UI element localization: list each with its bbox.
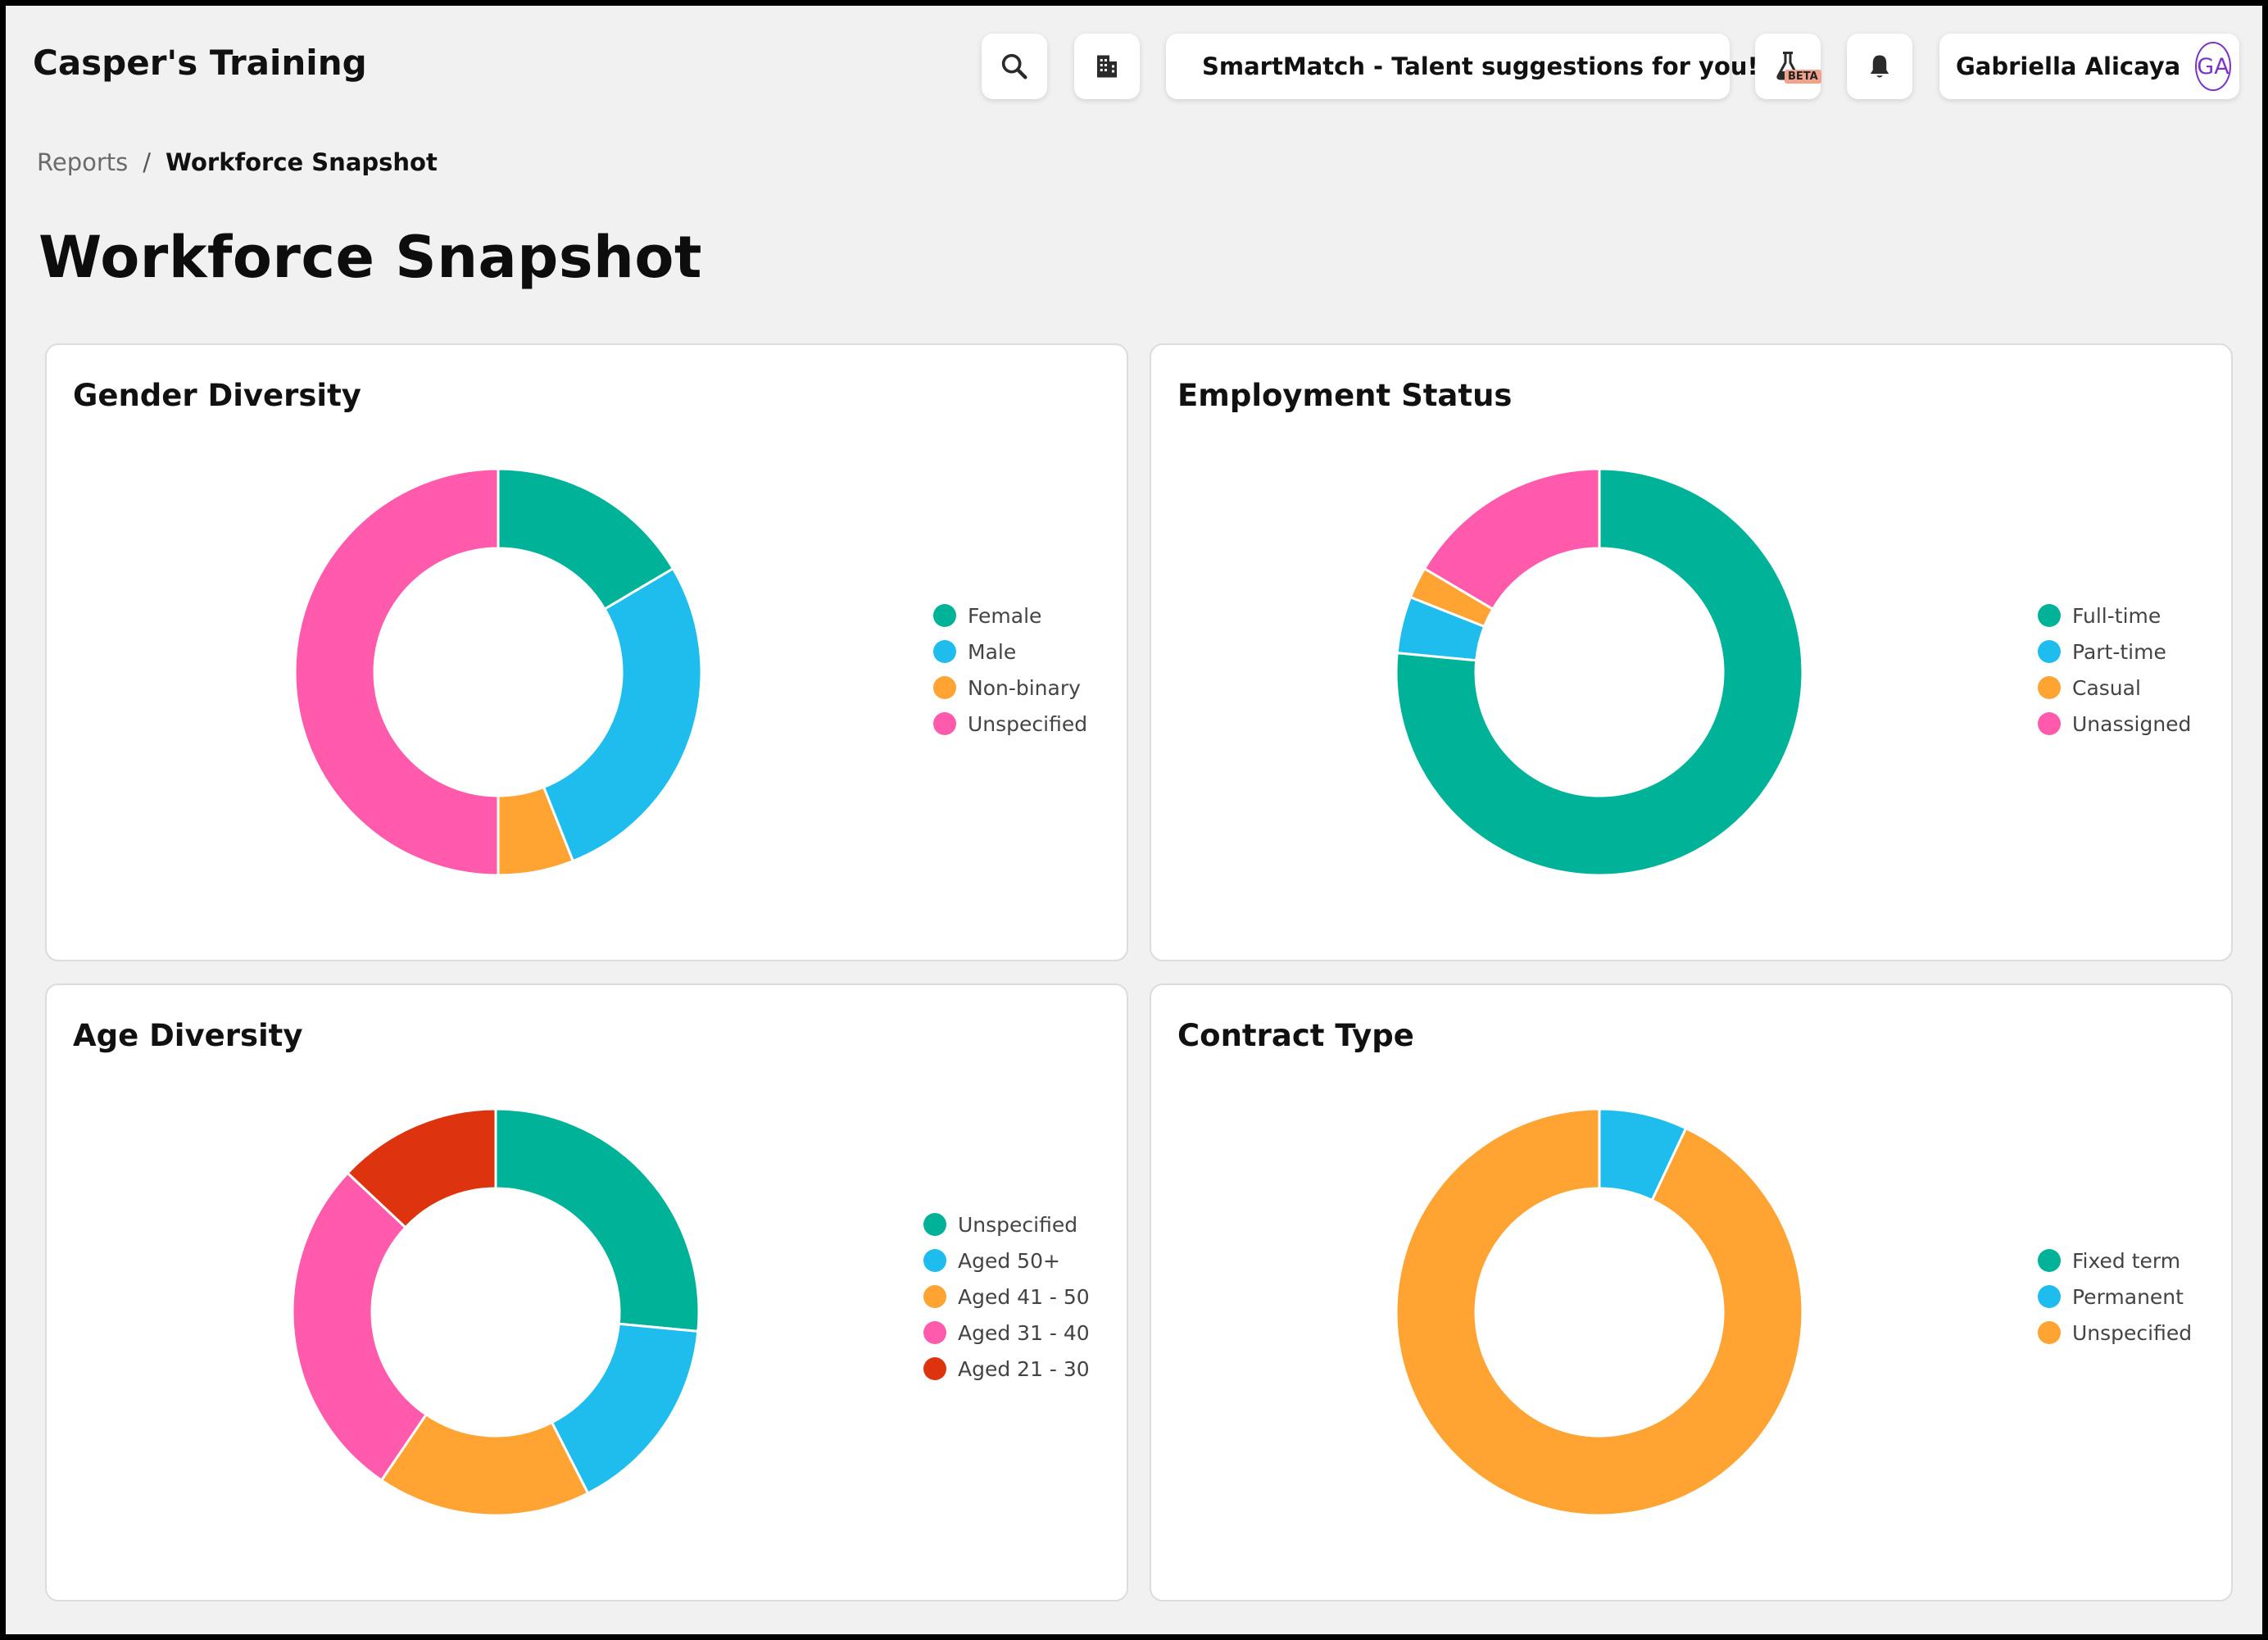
- legend-item-male[interactable]: Male: [933, 634, 1087, 670]
- chart-legend: Unspecified Aged 50+ Aged 41 - 50 Aged 31 -…: [923, 1206, 1090, 1387]
- legend-item-part-time[interactable]: Part-time: [2038, 634, 2191, 670]
- slice-male[interactable]: [542, 566, 703, 863]
- legend-item-aged-41-50[interactable]: Aged 41 - 50: [923, 1279, 1090, 1315]
- beta-labs-button[interactable]: BETA: [1755, 34, 1821, 99]
- breadcrumb-link-reports[interactable]: Reports: [37, 148, 129, 176]
- legend-item-aged-50[interactable]: Aged 50+: [923, 1242, 1090, 1279]
- legend-item-permanent[interactable]: Permanent: [2038, 1279, 2192, 1315]
- chart-legend: Full-time Part-time Casual Unassigned: [2038, 597, 2191, 742]
- card-title: Age Diversity: [73, 1018, 303, 1053]
- legend-item-unspecified[interactable]: Unspecified: [933, 706, 1087, 742]
- legend-label: Permanent: [2072, 1284, 2184, 1309]
- legend-label: Aged 21 - 30: [958, 1356, 1090, 1381]
- legend-swatch: [933, 604, 956, 627]
- legend-item-non-binary[interactable]: Non-binary: [933, 670, 1087, 706]
- avatar: GA: [2195, 42, 2231, 91]
- slice-unassigned[interactable]: [1422, 467, 1601, 611]
- legend-item-unspecified[interactable]: Unspecified: [2038, 1315, 2192, 1351]
- user-name: Gabriella Alicaya: [1956, 52, 2181, 80]
- employment-status-donut: [1395, 467, 1804, 877]
- card-title: Gender Diversity: [73, 378, 361, 413]
- card-title: Contract Type: [1177, 1018, 1414, 1053]
- legend-item-casual[interactable]: Casual: [2038, 670, 2191, 706]
- legend-label: Full-time: [2072, 603, 2161, 628]
- legend-swatch: [923, 1357, 946, 1380]
- age-diversity-donut: [291, 1107, 701, 1517]
- legend-label: Unspecified: [2072, 1320, 2193, 1345]
- legend-swatch: [2038, 1321, 2061, 1344]
- breadcrumb-current: Workforce Snapshot: [166, 148, 438, 176]
- legend-swatch: [2038, 676, 2061, 699]
- slice-unspecified[interactable]: [1395, 1107, 1804, 1517]
- legend-label: Female: [968, 603, 1042, 628]
- bell-icon: [1870, 55, 1889, 78]
- app-title: Casper's Training: [33, 43, 367, 83]
- legend-label: Aged 41 - 50: [958, 1284, 1090, 1309]
- employment-status-card: Employment Status Full-time Part-time Casu…: [1150, 343, 2233, 961]
- search-button[interactable]: [982, 34, 1047, 99]
- gender-diversity-donut: [293, 467, 703, 877]
- legend-label: Male: [968, 639, 1017, 664]
- smartmatch-button[interactable]: SmartMatch - Talent suggestions for you!: [1166, 34, 1758, 99]
- legend-swatch: [2038, 712, 2061, 735]
- beta-badge: BETA: [1785, 70, 1821, 84]
- page-title: Workforce Snapshot: [39, 224, 702, 291]
- gender-diversity-card: Gender Diversity Female Male Non-binary Uns…: [45, 343, 1128, 961]
- slice-unspecified[interactable]: [494, 1107, 701, 1333]
- legend-swatch: [923, 1321, 946, 1344]
- legend-swatch: [933, 676, 956, 699]
- legend-item-female[interactable]: Female: [933, 597, 1087, 634]
- legend-item-unspecified[interactable]: Unspecified: [923, 1206, 1090, 1242]
- legend-label: Aged 31 - 40: [958, 1320, 1090, 1345]
- legend-label: Non-binary: [968, 675, 1081, 700]
- legend-label: Aged 50+: [958, 1248, 1060, 1273]
- legend-label: Casual: [2072, 675, 2141, 700]
- chart-legend: Fixed term Permanent Unspecified: [2038, 1242, 2192, 1351]
- legend-swatch: [2038, 1285, 2061, 1308]
- legend-item-aged-31-40[interactable]: Aged 31 - 40: [923, 1315, 1090, 1351]
- search-icon: [1001, 53, 1027, 80]
- legend-swatch: [2038, 1249, 2061, 1272]
- building-icon: [1097, 55, 1117, 78]
- legend-swatch: [933, 712, 956, 735]
- legend-swatch: [923, 1285, 946, 1308]
- slice-aged-41-50[interactable]: [379, 1412, 590, 1517]
- legend-swatch: [2038, 604, 2061, 627]
- contract-type-donut: [1395, 1107, 1804, 1517]
- card-title: Employment Status: [1177, 378, 1513, 413]
- legend-label: Fixed term: [2072, 1248, 2181, 1273]
- slice-full-time[interactable]: [1395, 467, 1804, 877]
- contract-type-card: Contract Type Fixed term Permanent Unspeci…: [1150, 984, 2233, 1601]
- legend-swatch: [923, 1249, 946, 1272]
- legend-item-full-time[interactable]: Full-time: [2038, 597, 2191, 634]
- notifications-button[interactable]: [1847, 34, 1912, 99]
- slice-aged-31-40[interactable]: [291, 1171, 429, 1483]
- slice-aged-21-30[interactable]: [346, 1107, 497, 1229]
- legend-item-fixed-term[interactable]: Fixed term: [2038, 1242, 2192, 1279]
- organization-button[interactable]: [1074, 34, 1140, 99]
- breadcrumb: Reports / Workforce Snapshot: [37, 148, 438, 176]
- user-menu-button[interactable]: Gabriella Alicaya GA: [1939, 34, 2239, 99]
- slice-unspecified[interactable]: [293, 467, 500, 877]
- breadcrumb-separator: /: [143, 148, 152, 176]
- smartmatch-label: SmartMatch - Talent suggestions for you!: [1202, 52, 1758, 80]
- chart-legend: Female Male Non-binary Unspecified: [933, 597, 1087, 742]
- legend-swatch: [923, 1213, 946, 1236]
- legend-label: Part-time: [2072, 639, 2166, 664]
- legend-label: Unspecified: [968, 711, 1088, 736]
- legend-item-unassigned[interactable]: Unassigned: [2038, 706, 2191, 742]
- legend-swatch: [2038, 640, 2061, 663]
- legend-item-aged-21-30[interactable]: Aged 21 - 30: [923, 1351, 1090, 1387]
- legend-label: Unspecified: [958, 1212, 1078, 1237]
- legend-label: Unassigned: [2072, 711, 2192, 736]
- legend-swatch: [933, 640, 956, 663]
- age-diversity-card: Age Diversity Unspecified Aged 50+ Aged 41…: [45, 984, 1128, 1601]
